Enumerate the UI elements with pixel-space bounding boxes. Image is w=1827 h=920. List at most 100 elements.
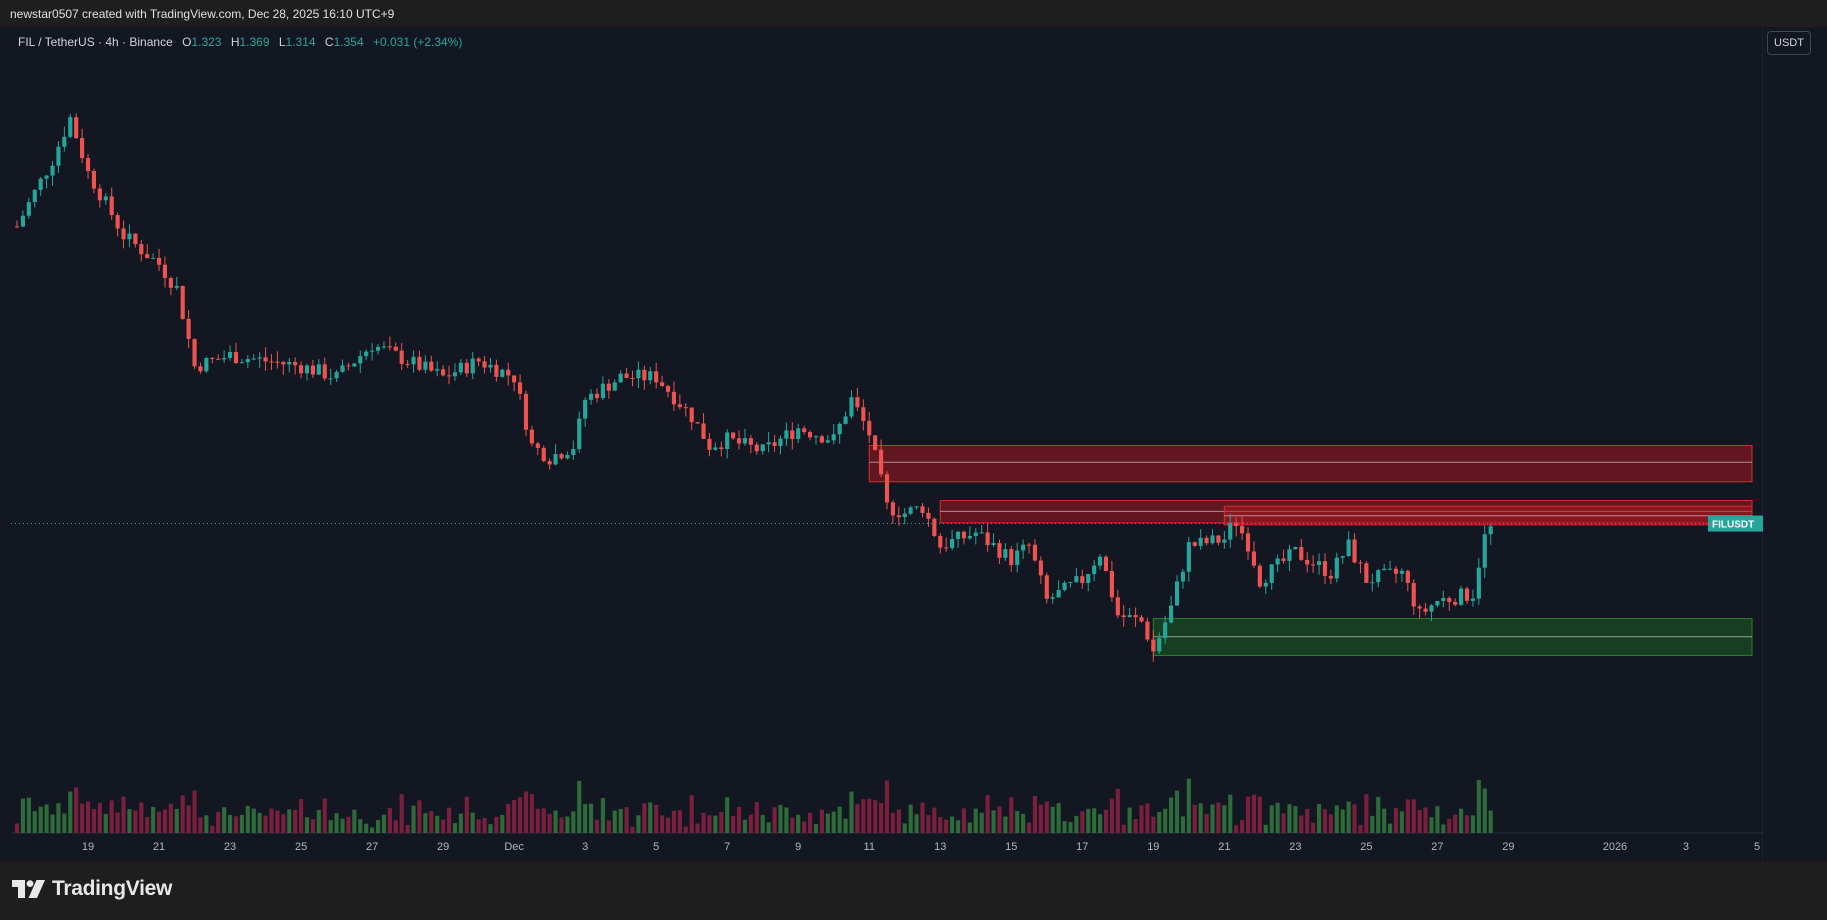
candle-body[interactable] <box>867 420 872 436</box>
candle-body[interactable] <box>731 432 736 439</box>
candle-body[interactable] <box>80 138 85 159</box>
candle-body[interactable] <box>796 428 801 440</box>
candle-body[interactable] <box>458 362 463 373</box>
candle-body[interactable] <box>1139 617 1144 622</box>
candle-body[interactable] <box>790 430 795 440</box>
candle-body[interactable] <box>1393 568 1399 574</box>
candle-body[interactable] <box>559 454 564 459</box>
candle-body[interactable] <box>766 442 771 445</box>
candle-body[interactable] <box>1263 582 1268 587</box>
candle-body[interactable] <box>370 350 375 352</box>
candle-body[interactable] <box>1293 547 1298 550</box>
candle-body[interactable] <box>405 363 410 365</box>
candle-body[interactable] <box>358 356 363 364</box>
candle-body[interactable] <box>677 404 682 408</box>
candle-body[interactable] <box>245 359 250 363</box>
candle-body[interactable] <box>624 373 629 378</box>
candle-body[interactable] <box>210 358 215 360</box>
candle-body[interactable] <box>1275 558 1280 565</box>
candle-body[interactable] <box>251 358 256 360</box>
candle-body[interactable] <box>1488 526 1493 535</box>
candle-body[interactable] <box>701 423 706 439</box>
candle-body[interactable] <box>429 361 434 371</box>
candle-body[interactable] <box>1281 558 1286 561</box>
candle-body[interactable] <box>1062 582 1067 590</box>
candle-body[interactable] <box>364 351 369 357</box>
candle-body[interactable] <box>482 361 487 368</box>
candle-body[interactable] <box>1405 570 1410 584</box>
candle-body[interactable] <box>819 436 824 443</box>
candle-body[interactable] <box>1103 556 1109 571</box>
candle-body[interactable] <box>547 461 552 465</box>
candle-body[interactable] <box>950 538 955 548</box>
candle-body[interactable] <box>748 438 753 445</box>
candle-body[interactable] <box>381 346 387 348</box>
candle-body[interactable] <box>1186 542 1191 572</box>
candle-body[interactable] <box>630 377 635 379</box>
candle-body[interactable] <box>109 196 114 216</box>
candle-body[interactable] <box>346 365 351 367</box>
candle-body[interactable] <box>328 378 333 380</box>
candle-body[interactable] <box>151 257 156 259</box>
candle-body[interactable] <box>1097 556 1103 566</box>
candle-body[interactable] <box>594 393 600 399</box>
candle-body[interactable] <box>139 244 144 255</box>
candle-body[interactable] <box>577 418 582 450</box>
candle-body[interactable] <box>85 158 91 171</box>
candle-body[interactable] <box>399 350 404 364</box>
candle-body[interactable] <box>56 146 61 166</box>
candle-body[interactable] <box>121 228 126 240</box>
candle-body[interactable] <box>802 428 807 433</box>
candle-body[interactable] <box>1305 559 1310 565</box>
candle-body[interactable] <box>512 375 517 383</box>
candle-body[interactable] <box>1459 588 1464 605</box>
candle-body[interactable] <box>14 226 20 228</box>
candle-body[interactable] <box>417 356 422 370</box>
candle-body[interactable] <box>464 362 469 374</box>
candle-body[interactable] <box>583 399 588 419</box>
candle-body[interactable] <box>707 438 712 450</box>
candle-body[interactable] <box>665 385 671 392</box>
candle-body[interactable] <box>843 416 848 424</box>
candle-body[interactable] <box>529 429 534 444</box>
candle-body[interactable] <box>825 440 830 443</box>
candle-body[interactable] <box>890 502 895 516</box>
candle-body[interactable] <box>1240 526 1245 534</box>
candle-body[interactable] <box>1163 622 1168 639</box>
candle-body[interactable] <box>50 165 55 176</box>
candle-body[interactable] <box>216 358 221 360</box>
candle-body[interactable] <box>879 449 884 475</box>
candle-body[interactable] <box>334 371 339 379</box>
candle-body[interactable] <box>979 532 984 534</box>
candle-body[interactable] <box>387 346 392 348</box>
candle-body[interactable] <box>760 444 765 452</box>
candle-body[interactable] <box>1316 561 1322 566</box>
candle-body[interactable] <box>263 357 268 362</box>
candle-body[interactable] <box>920 506 925 513</box>
candle-body[interactable] <box>1234 522 1239 527</box>
candle-body[interactable] <box>1169 605 1174 623</box>
candle-body[interactable] <box>873 435 878 450</box>
candle-body[interactable] <box>1417 606 1422 609</box>
candle-body[interactable] <box>145 254 150 259</box>
candle-body[interactable] <box>902 513 907 518</box>
candle-body[interactable] <box>600 383 605 399</box>
candle-body[interactable] <box>44 175 49 179</box>
candle-body[interactable] <box>441 369 446 376</box>
candle-body[interactable] <box>68 117 73 137</box>
candle-body[interactable] <box>1340 556 1345 558</box>
candle-body[interactable] <box>1204 537 1209 544</box>
candle-body[interactable] <box>1015 550 1020 565</box>
candle-body[interactable] <box>807 432 813 438</box>
candle-body[interactable] <box>1311 564 1316 566</box>
candle-body[interactable] <box>961 531 967 539</box>
candle-body[interactable] <box>589 393 594 400</box>
candle-body[interactable] <box>648 371 653 381</box>
candle-body[interactable] <box>1441 598 1446 601</box>
candle-body[interactable] <box>304 365 310 374</box>
candle-body[interactable] <box>1411 583 1416 607</box>
currency-unit-button[interactable]: USDT <box>1767 31 1811 55</box>
candle-body[interactable] <box>1056 589 1061 598</box>
candle-body[interactable] <box>32 189 37 203</box>
candle-body[interactable] <box>1476 567 1481 599</box>
